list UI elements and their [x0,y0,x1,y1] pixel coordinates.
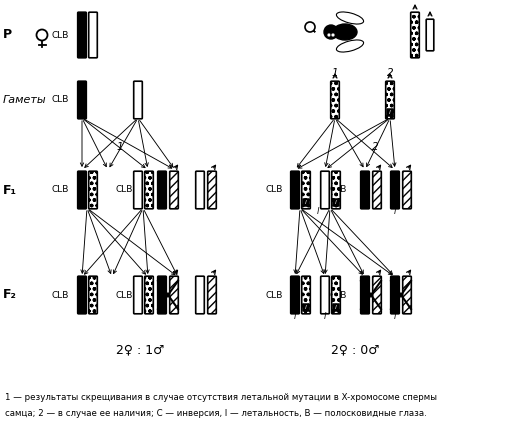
FancyBboxPatch shape [387,109,394,116]
FancyBboxPatch shape [361,171,369,209]
FancyBboxPatch shape [170,171,178,209]
Text: 1: 1 [332,68,339,78]
FancyBboxPatch shape [89,276,97,314]
Circle shape [331,33,335,37]
Ellipse shape [336,12,364,24]
FancyBboxPatch shape [303,199,309,207]
FancyBboxPatch shape [195,171,204,209]
Text: CLB: CLB [265,291,282,299]
FancyBboxPatch shape [373,171,381,209]
Text: l: l [317,207,319,216]
Text: l: l [294,312,296,321]
FancyBboxPatch shape [145,171,154,209]
FancyBboxPatch shape [373,276,381,314]
Ellipse shape [336,40,364,52]
FancyBboxPatch shape [291,276,299,314]
Text: F₂: F₂ [3,288,17,301]
FancyBboxPatch shape [208,276,216,314]
Circle shape [37,30,48,41]
FancyBboxPatch shape [89,12,97,58]
FancyBboxPatch shape [333,304,340,311]
FancyBboxPatch shape [291,171,299,209]
FancyBboxPatch shape [386,81,394,119]
FancyBboxPatch shape [78,171,86,209]
Text: CLB: CLB [330,291,347,299]
FancyBboxPatch shape [332,171,340,209]
Text: самца; 2 — в случае ее наличия; C — инверсия, l — летальность, B — полосковидные: самца; 2 — в случае ее наличия; C — инве… [5,409,427,417]
Text: CLB: CLB [52,291,69,299]
Circle shape [324,25,338,39]
FancyBboxPatch shape [411,12,419,58]
Text: P: P [3,29,12,42]
FancyBboxPatch shape [426,19,434,51]
Text: l: l [389,110,391,115]
Text: l: l [305,200,307,205]
Text: 2: 2 [372,142,378,152]
FancyBboxPatch shape [134,171,143,209]
FancyBboxPatch shape [78,81,86,119]
FancyBboxPatch shape [332,276,340,314]
Text: CLB: CLB [52,96,69,105]
Text: 2♀ : 1♂: 2♀ : 1♂ [116,343,164,357]
FancyBboxPatch shape [321,171,329,209]
Text: l: l [305,305,307,310]
FancyBboxPatch shape [158,171,166,209]
FancyBboxPatch shape [303,304,309,311]
Text: 2♀ : 0♂: 2♀ : 0♂ [331,343,379,357]
FancyBboxPatch shape [195,276,204,314]
Ellipse shape [333,24,357,40]
FancyBboxPatch shape [333,199,340,207]
Text: CLB: CLB [52,30,69,39]
FancyBboxPatch shape [391,171,399,209]
FancyBboxPatch shape [89,171,97,209]
Text: Гаметы: Гаметы [3,95,47,105]
FancyBboxPatch shape [403,171,411,209]
FancyBboxPatch shape [78,276,86,314]
Text: l: l [335,200,337,205]
FancyBboxPatch shape [403,276,411,314]
FancyBboxPatch shape [134,276,143,314]
Text: CLB: CLB [265,186,282,194]
Text: 1: 1 [117,142,123,152]
FancyBboxPatch shape [331,81,340,119]
Text: l: l [335,305,337,310]
Text: CLB: CLB [330,186,347,194]
FancyBboxPatch shape [302,276,310,314]
FancyBboxPatch shape [391,276,399,314]
Text: l: l [394,312,396,321]
FancyBboxPatch shape [361,276,369,314]
Text: F₁: F₁ [3,184,17,197]
Text: 2: 2 [387,68,394,78]
Circle shape [327,33,331,37]
Text: l: l [324,312,326,321]
FancyBboxPatch shape [321,276,329,314]
FancyBboxPatch shape [170,276,178,314]
FancyBboxPatch shape [302,171,310,209]
Text: CLB: CLB [116,186,134,194]
FancyBboxPatch shape [145,276,154,314]
FancyBboxPatch shape [134,81,143,119]
FancyBboxPatch shape [78,12,86,58]
Text: CLB: CLB [116,291,134,299]
Text: l: l [394,207,396,216]
Text: 1 — результаты скрещивания в случае отсутствия летальной мутации в X-хромосоме с: 1 — результаты скрещивания в случае отсу… [5,393,437,402]
Circle shape [305,22,315,32]
FancyBboxPatch shape [208,171,216,209]
Text: CLB: CLB [52,186,69,194]
FancyBboxPatch shape [158,276,166,314]
